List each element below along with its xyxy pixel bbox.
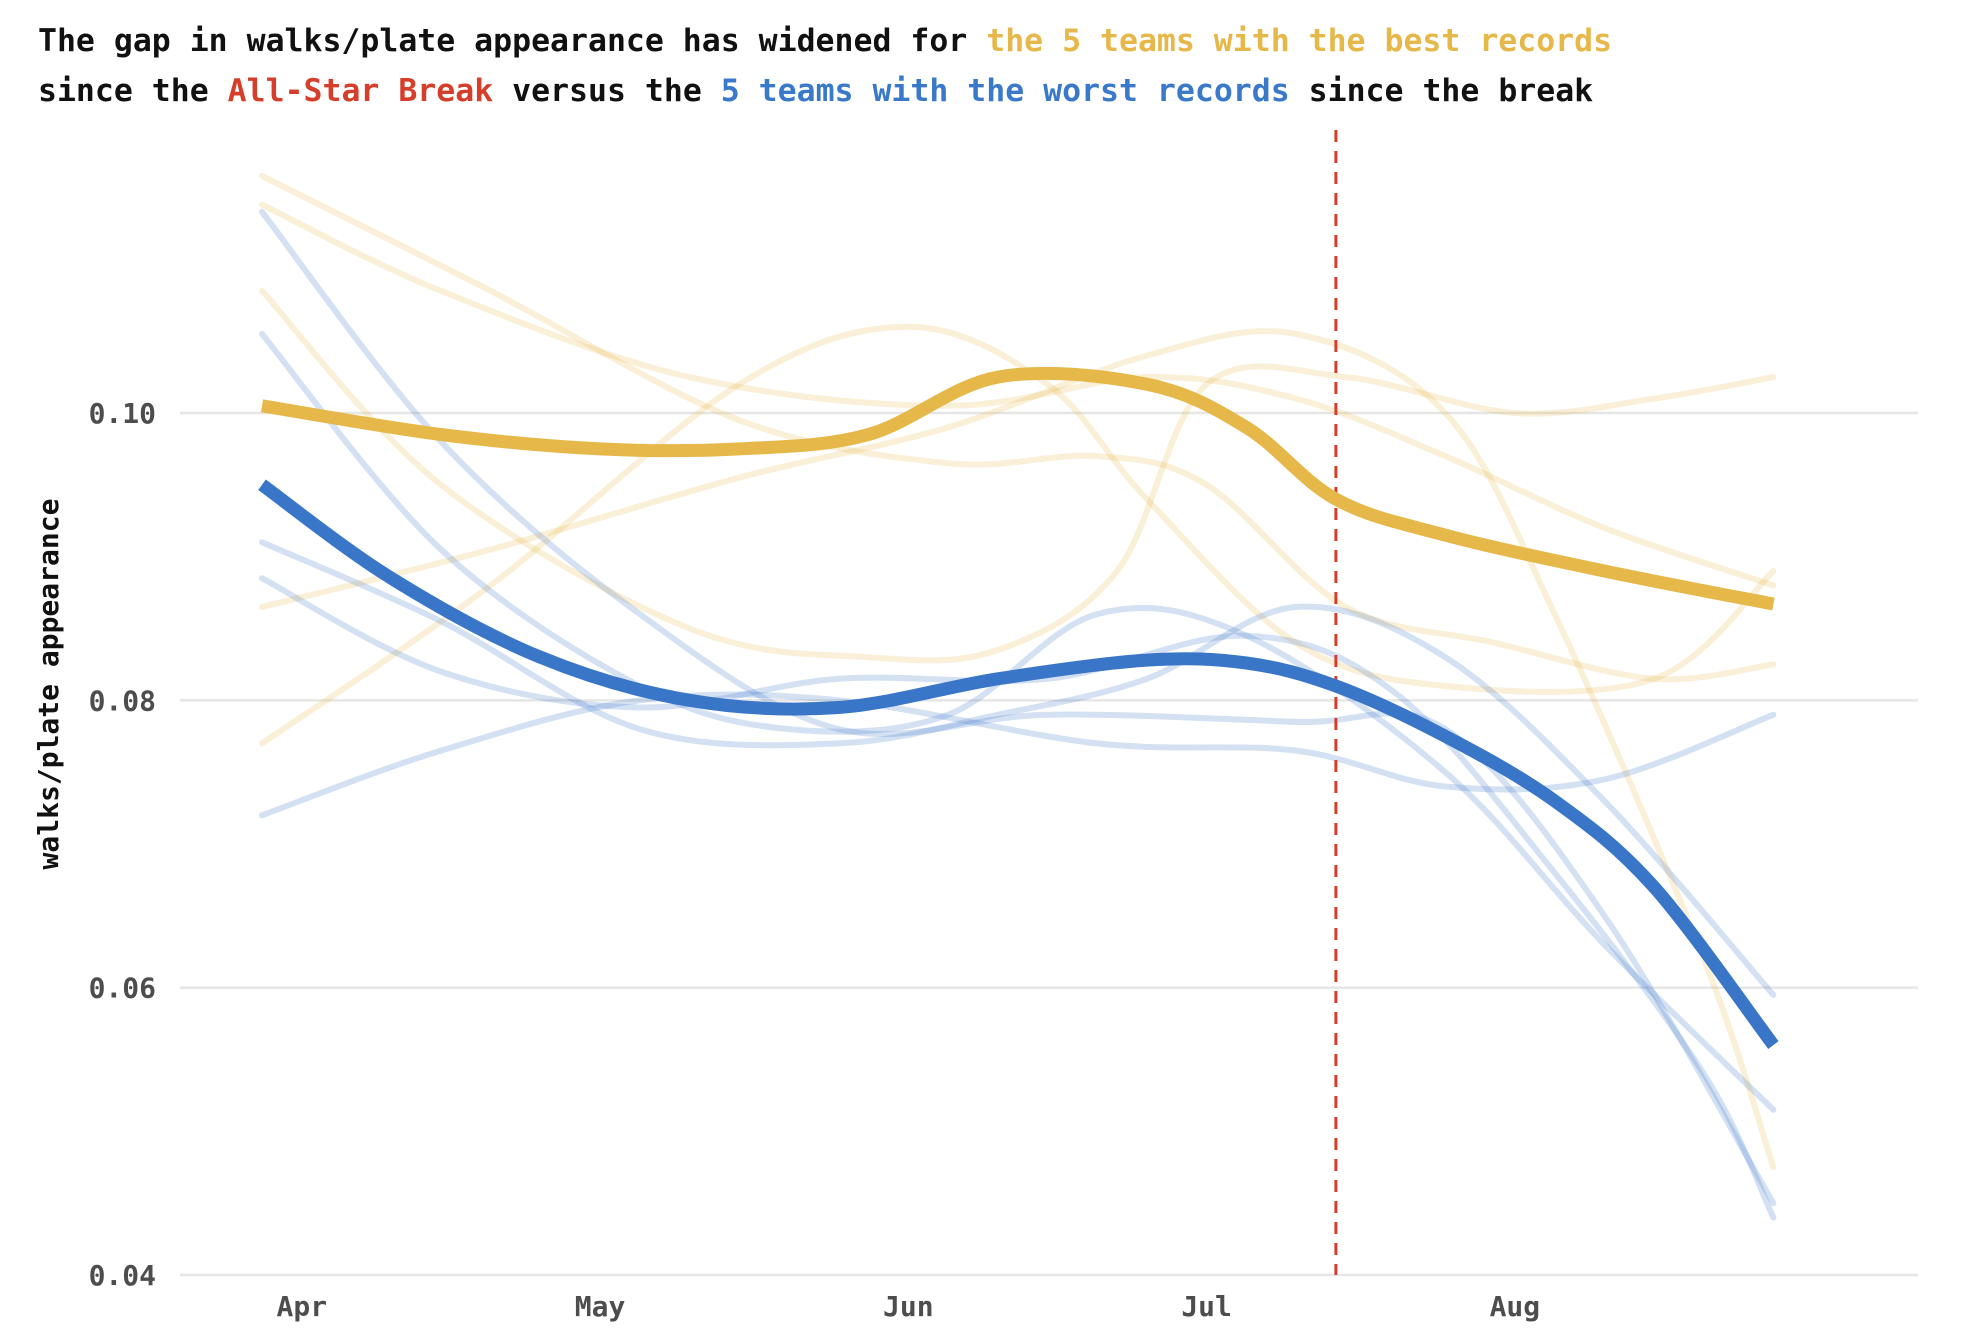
y-axis-title: walks/plate appearance xyxy=(32,499,65,870)
title-segment: 5 teams with the worst records xyxy=(720,73,1290,109)
chart-title: The gap in walks/plate appearance has wi… xyxy=(38,16,1958,116)
x-tick-label: Jul xyxy=(1181,1290,1232,1323)
best-team-average-line xyxy=(260,366,1775,611)
title-segment: since the xyxy=(38,73,228,109)
y-tick-label: 0.10 xyxy=(89,397,156,430)
x-tick-label: Apr xyxy=(276,1290,327,1323)
x-axis-ticks: Apr May Jun Jul Aug xyxy=(276,1290,1540,1323)
title-segment: All-Star Break xyxy=(227,73,494,109)
worst-team-line xyxy=(259,208,1777,1207)
title-line-2: since the All-Star Break versus the 5 te… xyxy=(38,66,1958,116)
worst-team-line xyxy=(259,331,1777,1113)
worst-team-average-line xyxy=(258,479,1779,1050)
worst-team-line xyxy=(259,539,1777,998)
y-axis-ticks: 0.04 0.06 0.08 0.10 xyxy=(89,397,156,1292)
highlight-series xyxy=(258,366,1779,1050)
grid-lines xyxy=(180,411,1918,1277)
title-segment: The gap in walks/plate appearance has wi… xyxy=(38,23,987,59)
best-team-line xyxy=(259,328,1777,1171)
title-segment: since the break xyxy=(1289,73,1594,109)
x-tick-label: Aug xyxy=(1490,1290,1541,1323)
best-team-line xyxy=(259,172,1777,683)
best-team-line xyxy=(259,287,1777,664)
y-tick-label: 0.08 xyxy=(89,684,156,717)
y-tick-label: 0.06 xyxy=(89,972,156,1005)
x-tick-label: Jun xyxy=(883,1290,934,1323)
title-segment: versus the xyxy=(493,73,721,109)
background-series xyxy=(259,172,1777,1221)
best-team-line xyxy=(259,323,1777,747)
y-tick-label: 0.04 xyxy=(89,1259,156,1292)
title-line-1: The gap in walks/plate appearance has wi… xyxy=(38,16,1958,66)
x-tick-label: May xyxy=(575,1290,626,1323)
best-team-line xyxy=(259,201,1777,589)
title-segment: the 5 teams with the best records xyxy=(986,23,1613,59)
